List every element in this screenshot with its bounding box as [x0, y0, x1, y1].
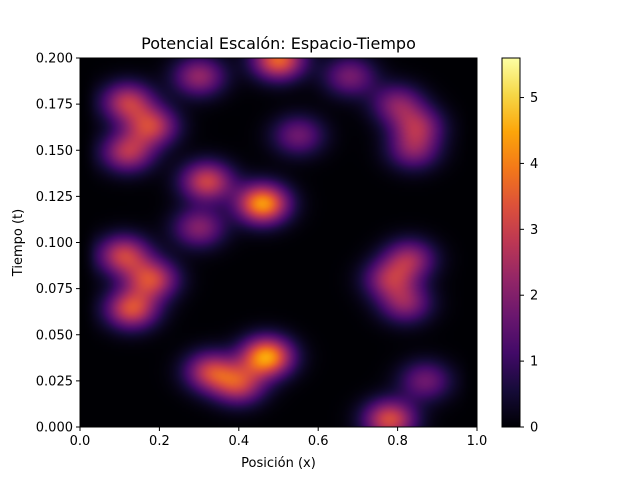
x-axis: 0.0 0.2 0.4 0.6 0.8 1.0 — [70, 427, 488, 449]
colorbar-tick-label: 5 — [530, 91, 538, 106]
colorbar-tick-label: 4 — [530, 157, 538, 172]
heatmap-image — [80, 58, 477, 427]
y-tick-label: 0.100 — [36, 236, 73, 251]
plot-area — [79, 57, 478, 428]
colorbar-tick-label: 2 — [530, 289, 538, 304]
y-tick-label: 0.125 — [36, 190, 73, 205]
colorbar: 0 1 2 3 4 5 — [501, 57, 538, 436]
y-tick-label: 0.200 — [36, 52, 73, 67]
x-tick-label: 0.6 — [308, 434, 329, 449]
colorbar-gradient — [501, 57, 521, 428]
x-tick-label: 1.0 — [467, 434, 488, 449]
x-tick-label: 0.4 — [228, 434, 249, 449]
x-tick-label: 0.2 — [149, 434, 170, 449]
x-tick-label: 0.0 — [70, 434, 91, 449]
y-tick-label: 0.150 — [36, 144, 73, 159]
x-tick-label: 0.8 — [387, 434, 408, 449]
colorbar-tick-label: 1 — [530, 355, 538, 370]
x-axis-label: Posición (x) — [241, 456, 316, 471]
y-tick-label: 0.025 — [36, 374, 73, 389]
y-tick-label: 0.075 — [36, 282, 73, 297]
y-axis: 0.000 0.025 0.050 0.075 0.100 0.125 0.150 0.175… — [36, 52, 80, 436]
y-tick-label: 0.050 — [36, 328, 73, 343]
colorbar-tick-label: 0 — [530, 421, 538, 436]
y-tick-label: 0.000 — [36, 421, 73, 436]
chart-title: Potencial Escalón: Espacio-Tiempo — [141, 34, 416, 53]
colorbar-ticks: 0 1 2 3 4 5 — [520, 91, 538, 436]
y-axis-label: Tiempo (t) — [11, 209, 26, 277]
colorbar-tick-label: 3 — [530, 223, 538, 238]
y-tick-label: 0.175 — [36, 98, 73, 113]
